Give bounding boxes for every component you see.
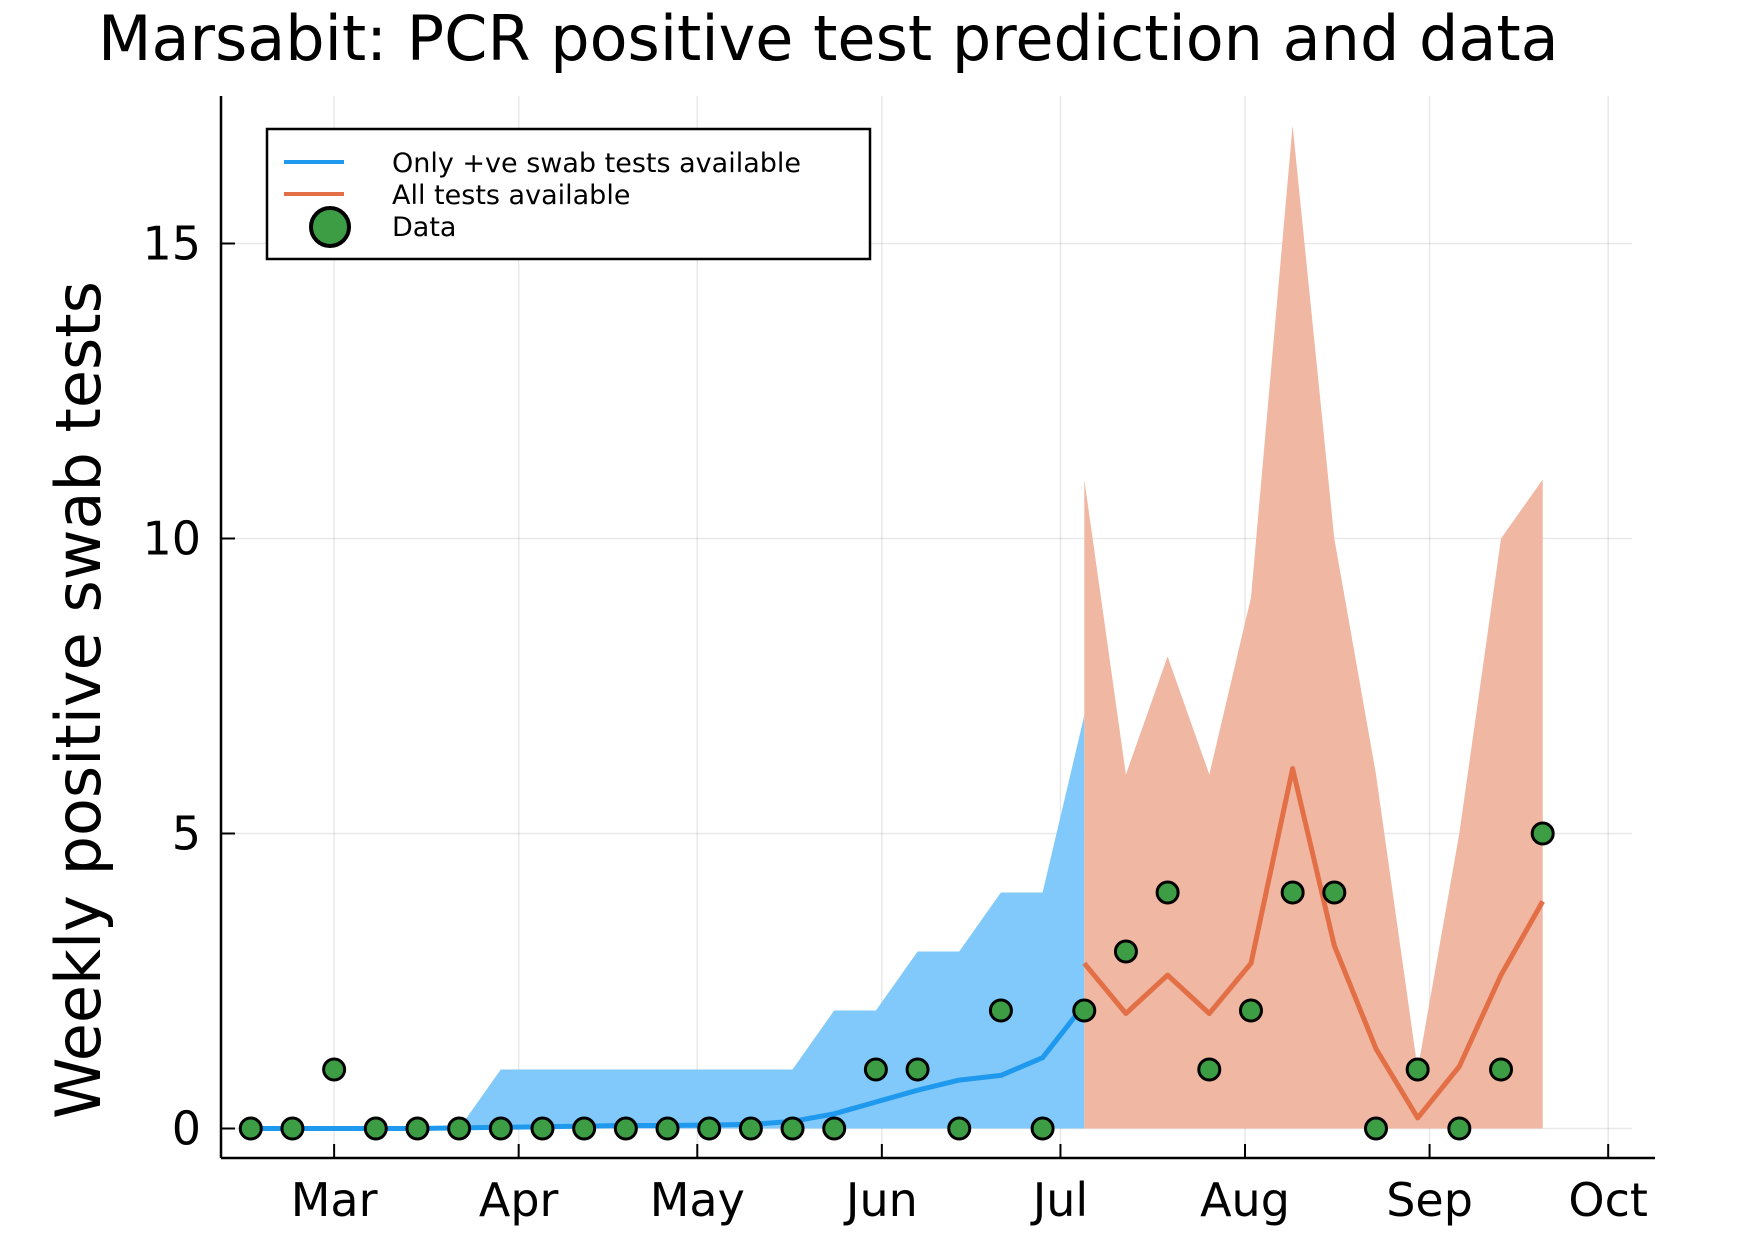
- data-point: [363, 1116, 388, 1141]
- data-point: [1155, 880, 1180, 905]
- data-point: [1197, 1057, 1222, 1082]
- data-point: [405, 1116, 430, 1141]
- legend-label-blue: Only +ve swab tests available: [392, 148, 801, 179]
- x-tick-label: Aug: [1200, 1173, 1290, 1227]
- legend-box: [265, 127, 872, 261]
- data-point: [322, 1057, 347, 1082]
- data-point: [697, 1116, 722, 1141]
- data-point: [822, 1116, 847, 1141]
- x-tick-label: Jul: [1030, 1173, 1089, 1227]
- x-tick-label: Oct: [1568, 1173, 1648, 1227]
- data-point: [655, 1116, 680, 1141]
- data-point: [863, 1057, 888, 1082]
- data-point: [447, 1116, 472, 1141]
- x-tick-label: Sep: [1386, 1173, 1473, 1227]
- chart-title: Marsabit: PCR positive test prediction a…: [98, 2, 1559, 75]
- legend-swatch-data-marker: [309, 206, 351, 248]
- data-point: [988, 998, 1013, 1023]
- legend: Only +ve swab tests available All tests …: [265, 127, 872, 261]
- uncertainty-bands: [250, 125, 1543, 1129]
- data-point: [280, 1116, 305, 1141]
- y-tick-label: 10: [142, 512, 201, 566]
- series-1-band: [1084, 125, 1543, 1129]
- data-point: [530, 1116, 555, 1141]
- data-point: [1447, 1116, 1472, 1141]
- data-point: [738, 1116, 763, 1141]
- data-point: [1322, 880, 1347, 905]
- x-tick-label: Apr: [479, 1173, 559, 1227]
- x-tick-label: May: [650, 1173, 745, 1227]
- data-point: [488, 1116, 513, 1141]
- y-tick-label: 5: [172, 807, 201, 861]
- data-point: [613, 1116, 638, 1141]
- data-point: [1363, 1116, 1388, 1141]
- legend-label-orange: All tests available: [392, 180, 630, 211]
- data-point: [1072, 998, 1097, 1023]
- data-point: [238, 1116, 263, 1141]
- data-point: [905, 1057, 930, 1082]
- data-point: [1280, 880, 1305, 905]
- data-point: [1113, 939, 1138, 964]
- data-points: [238, 821, 1555, 1141]
- data-point: [947, 1116, 972, 1141]
- data-point: [1405, 1057, 1430, 1082]
- x-axis-ticks: Mar Apr May Jun Jul Aug Sep Oct: [291, 1144, 1648, 1227]
- y-axis-label: Weekly positive swab tests: [42, 281, 115, 1119]
- data-point: [1030, 1116, 1055, 1141]
- data-point: [1530, 821, 1555, 846]
- y-tick-label: 15: [142, 217, 201, 271]
- y-tick-label: 0: [172, 1102, 201, 1156]
- series-0-band: [250, 715, 1085, 1129]
- y-axis-ticks: 0 5 10 15: [142, 217, 235, 1156]
- data-point: [780, 1116, 805, 1141]
- x-tick-label: Jun: [843, 1173, 918, 1227]
- data-point: [572, 1116, 597, 1141]
- data-point: [1489, 1057, 1514, 1082]
- series-1-line: [1082, 766, 1545, 1121]
- x-tick-label: Mar: [291, 1173, 378, 1227]
- legend-label-data: Data: [392, 212, 456, 243]
- data-point: [1238, 998, 1263, 1023]
